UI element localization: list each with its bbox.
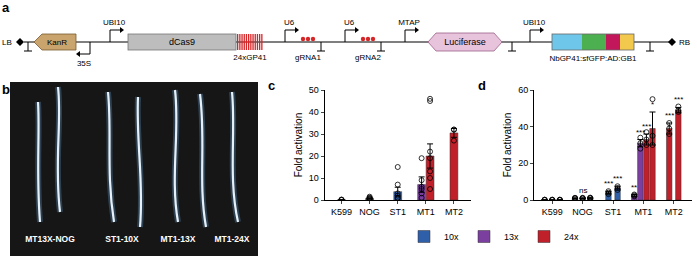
svg-text:MT1-13X: MT1-13X <box>161 234 196 244</box>
svg-text:ST1: ST1 <box>389 207 406 217</box>
svg-text:20: 20 <box>518 158 528 168</box>
svg-text:20: 20 <box>309 151 319 161</box>
html-text:a: a <box>2 0 10 15</box>
svg-text:Fold activation: Fold activation <box>502 113 513 177</box>
svg-text:Fold activation: Fold activation <box>293 113 304 177</box>
svg-text:K599: K599 <box>331 207 352 217</box>
svg-text:NbGP41:sfGFP:AD:GB1: NbGP41:sfGFP:AD:GB1 <box>549 54 637 63</box>
svg-text:40: 40 <box>518 122 528 132</box>
html-text:c: c <box>268 78 276 93</box>
html-text:b: b <box>2 82 10 97</box>
svg-text:10x: 10x <box>444 232 459 242</box>
svg-text:UBI10: UBI10 <box>103 18 126 27</box>
svg-text:gRNA2: gRNA2 <box>355 53 381 62</box>
svg-text:UBI10: UBI10 <box>523 18 546 27</box>
svg-text:ST1-10X: ST1-10X <box>105 234 139 244</box>
svg-text:MT1: MT1 <box>417 207 435 217</box>
svg-text:MT2: MT2 <box>445 207 463 217</box>
svg-text:*: * <box>651 100 654 109</box>
svg-text:K599: K599 <box>542 207 563 217</box>
svg-text:***: *** <box>674 95 683 104</box>
svg-text:40: 40 <box>309 107 319 117</box>
svg-text:gRNA1: gRNA1 <box>295 53 321 62</box>
svg-text:MT1-24X: MT1-24X <box>215 234 250 244</box>
html-text:d: d <box>478 78 486 93</box>
svg-text:***: *** <box>665 111 674 120</box>
svg-text:MTAP: MTAP <box>398 18 420 27</box>
svg-text:MT2: MT2 <box>665 207 683 217</box>
svg-text:13x: 13x <box>504 232 519 242</box>
svg-text:0: 0 <box>314 195 319 205</box>
svg-text:MT13X-NOG: MT13X-NOG <box>25 234 75 244</box>
svg-text:**: ** <box>631 183 637 192</box>
svg-text:dCas9: dCas9 <box>169 37 195 47</box>
svg-text:ST1: ST1 <box>605 207 622 217</box>
svg-text:U6: U6 <box>284 18 295 27</box>
svg-text:***: *** <box>613 174 622 183</box>
svg-text:ns: ns <box>579 186 587 195</box>
svg-text:U6: U6 <box>344 18 355 27</box>
svg-text:50: 50 <box>309 85 319 95</box>
svg-text:0: 0 <box>523 195 528 205</box>
svg-text:30: 30 <box>309 129 319 139</box>
svg-text:10: 10 <box>309 173 319 183</box>
svg-text:24x: 24x <box>564 232 579 242</box>
svg-text:35S: 35S <box>77 59 91 68</box>
svg-text:NOG: NOG <box>572 207 593 217</box>
svg-text:60: 60 <box>518 85 528 95</box>
svg-text:RB: RB <box>679 38 690 47</box>
svg-text:Luciferase: Luciferase <box>444 37 486 47</box>
svg-text:24xGP41: 24xGP41 <box>233 53 267 62</box>
svg-text:MT1: MT1 <box>634 207 652 217</box>
svg-text:***: *** <box>636 128 645 137</box>
svg-text:KanR: KanR <box>47 38 67 47</box>
svg-text:LB: LB <box>2 38 12 47</box>
svg-text:***: *** <box>642 122 651 131</box>
svg-text:NOG: NOG <box>359 207 380 217</box>
svg-text:***: *** <box>604 179 613 188</box>
